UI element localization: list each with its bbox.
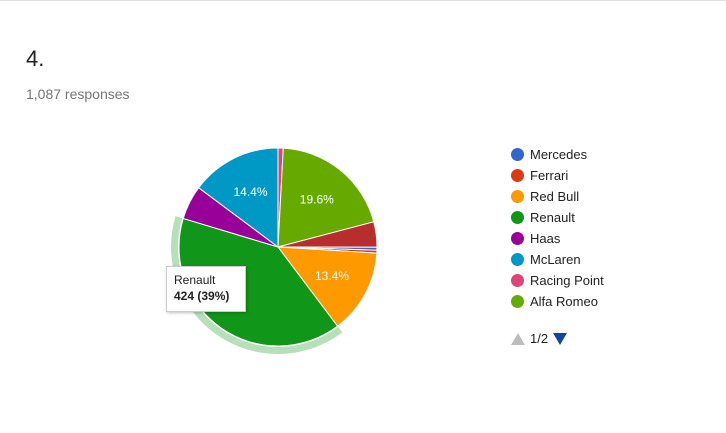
triangle-down-icon[interactable] bbox=[553, 332, 568, 345]
legend-page-indicator: 1/2 bbox=[530, 331, 549, 346]
legend-label: Renault bbox=[530, 210, 575, 225]
legend-label: Ferrari bbox=[530, 168, 569, 183]
chart-tooltip: Renault 424 (39%) bbox=[166, 266, 246, 312]
legend-label: Alfa Romeo bbox=[530, 294, 598, 309]
response-count: 1,087 responses bbox=[26, 86, 130, 102]
legend-item[interactable]: Haas bbox=[511, 228, 604, 249]
legend-swatch bbox=[511, 253, 524, 266]
legend-label: McLaren bbox=[530, 252, 581, 267]
question-number: 4. bbox=[26, 46, 45, 71]
tooltip-value: 424 (39%) bbox=[174, 289, 230, 303]
pie-slice-mclaren[interactable] bbox=[198, 147, 279, 248]
top-divider bbox=[0, 0, 726, 1]
legend-item[interactable]: Red Bull bbox=[511, 186, 604, 207]
legend-label: Red Bull bbox=[530, 189, 580, 204]
slice-data-label: 13.4% bbox=[315, 269, 349, 283]
legend-item[interactable]: Renault bbox=[511, 207, 604, 228]
tooltip-label: Renault bbox=[174, 273, 216, 287]
pie-slice-renault[interactable] bbox=[178, 217, 339, 347]
legend-item[interactable]: Racing Point bbox=[511, 270, 604, 291]
legend-swatch bbox=[511, 211, 524, 224]
slice-data-label: 14.4% bbox=[233, 185, 267, 199]
slice-data-label: 19.6% bbox=[300, 192, 334, 206]
chart-legend: Mercedes Ferrari Red Bull Renault Haas McLare… bbox=[511, 144, 604, 312]
pie-slice-alfa-romeo[interactable] bbox=[277, 147, 375, 248]
legend-label: Haas bbox=[530, 231, 561, 246]
legend-item[interactable]: Mercedes bbox=[511, 144, 604, 165]
legend-swatch bbox=[511, 274, 524, 287]
legend-swatch bbox=[511, 190, 524, 203]
triangle-up-icon[interactable] bbox=[511, 332, 525, 345]
legend-pager: 1/2 bbox=[511, 331, 568, 346]
pie-slice-highlight-ring bbox=[171, 216, 343, 354]
legend-item[interactable]: Alfa Romeo bbox=[511, 291, 604, 312]
legend-swatch bbox=[511, 169, 524, 182]
legend-label: Mercedes bbox=[530, 147, 588, 162]
legend-swatch bbox=[511, 232, 524, 245]
legend-item[interactable]: Ferrari bbox=[511, 165, 604, 186]
legend-swatch bbox=[511, 148, 524, 161]
legend-label: Racing Point bbox=[530, 273, 604, 288]
legend-swatch bbox=[511, 295, 524, 308]
pie-slice-red-bull[interactable] bbox=[276, 246, 378, 327]
legend-item[interactable]: McLaren bbox=[511, 249, 604, 270]
